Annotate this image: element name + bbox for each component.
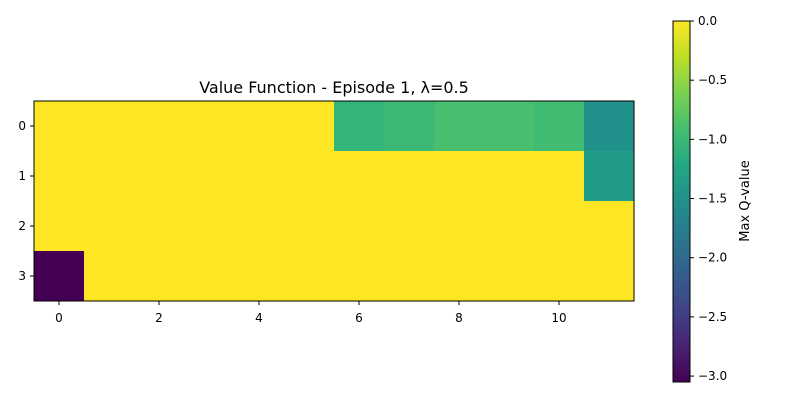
- heatmap-cell: [584, 101, 635, 152]
- heatmap-cell: [34, 251, 85, 302]
- heatmap-cell: [234, 251, 285, 302]
- heatmap-cell: [284, 101, 335, 152]
- heatmap-cell: [534, 151, 585, 202]
- heatmap-cell: [534, 101, 585, 152]
- heatmap-cell: [434, 101, 485, 152]
- heatmap-cell: [484, 101, 535, 152]
- heatmap-cell: [384, 151, 435, 202]
- colorbar-tick-label: −3.0: [698, 369, 727, 383]
- heatmap-cell: [84, 101, 135, 152]
- x-tick-label: 6: [355, 311, 363, 325]
- heatmap-cell: [484, 151, 535, 202]
- x-axis: 0 2 4 6 8 10: [55, 301, 567, 325]
- plot-frame: [33, 100, 635, 302]
- x-tick-label: 8: [455, 311, 463, 325]
- heatmap-cell: [34, 201, 85, 252]
- colorbar: 0.0 −0.5 −1.0 −1.5 −2.0 −2.5 −3.0: [672, 14, 727, 383]
- heatmap-cell: [134, 251, 185, 302]
- colorbar-tick-label: 0.0: [698, 14, 717, 28]
- heatmap-cell: [584, 251, 635, 302]
- heatmap-cell: [534, 201, 585, 252]
- y-tick-label: 0: [18, 119, 26, 133]
- chart-title: Value Function - Episode 1, λ=0.5: [199, 78, 469, 97]
- colorbar-gradient: [672, 20, 691, 383]
- heatmap-cell: [284, 251, 335, 302]
- y-axis: 0 1 2 3: [18, 119, 34, 283]
- heatmap-cell: [234, 201, 285, 252]
- heatmap-cell: [434, 201, 485, 252]
- colorbar-tick-label: −1.0: [698, 132, 727, 146]
- x-tick-label: 4: [255, 311, 263, 325]
- colorbar-tick-label: −2.0: [698, 251, 727, 265]
- heatmap-cell: [384, 201, 435, 252]
- y-tick-label: 3: [18, 269, 26, 283]
- y-tick-label: 2: [18, 219, 26, 233]
- heatmap-cell: [484, 201, 535, 252]
- x-tick-label: 0: [55, 311, 63, 325]
- heatmap-cell: [184, 201, 235, 252]
- heatmap-cell: [584, 151, 635, 202]
- heatmap-cell: [434, 251, 485, 302]
- colorbar-label: Max Q-value: [738, 160, 753, 241]
- heatmap-cell: [134, 101, 185, 152]
- x-tick-label: 10: [551, 311, 566, 325]
- heatmap-cell: [34, 101, 85, 152]
- colorbar-tick-label: −1.5: [698, 192, 727, 206]
- heatmap-cell: [484, 251, 535, 302]
- heatmap-cell: [284, 201, 335, 252]
- x-tick-label: 2: [155, 311, 163, 325]
- heatmap-cell: [584, 201, 635, 252]
- heatmap-cell: [184, 251, 235, 302]
- heatmap-cell: [334, 251, 385, 302]
- y-tick-label: 1: [18, 169, 26, 183]
- heatmap-cell: [134, 201, 185, 252]
- heatmap-cell: [534, 251, 585, 302]
- heatmap-cell: [234, 101, 285, 152]
- heatmap-cell: [84, 201, 135, 252]
- heatmap-cell: [434, 151, 485, 202]
- colorbar-tick-label: −2.5: [698, 310, 727, 324]
- heatmap-cell: [34, 151, 85, 202]
- heatmap-cell: [134, 151, 185, 202]
- heatmap-cell: [334, 101, 385, 152]
- heatmap-cell: [334, 201, 385, 252]
- heatmap-cell: [184, 101, 235, 152]
- heatmap-cell: [334, 151, 385, 202]
- heatmap-cell: [84, 151, 135, 202]
- heatmap-cell: [234, 151, 285, 202]
- heatmap-cell: [384, 251, 435, 302]
- heatmap-cells: [34, 101, 635, 302]
- heatmap-cell: [84, 251, 135, 302]
- heatmap-cell: [184, 151, 235, 202]
- colorbar-tick-label: −0.5: [698, 73, 727, 87]
- heatmap-cell: [284, 151, 335, 202]
- heatmap-cell: [384, 101, 435, 152]
